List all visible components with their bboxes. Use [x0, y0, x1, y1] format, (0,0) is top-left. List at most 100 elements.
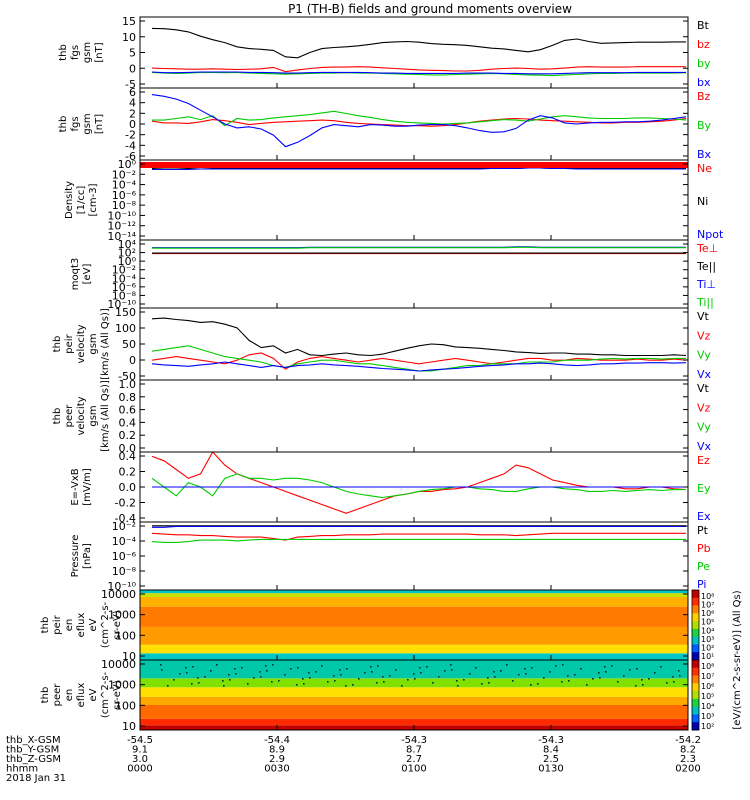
y-tick-label: 10	[122, 650, 136, 663]
heatmap-speckle	[537, 683, 539, 685]
heatmap-speckle	[426, 666, 428, 668]
heatmap-speckle	[352, 684, 354, 686]
y-tick-label: 0	[129, 118, 136, 131]
density-red-band	[140, 162, 688, 168]
y-tick-label: 5	[129, 47, 136, 60]
heatmap-speckle	[518, 674, 520, 676]
y-axis-label: [nT]	[94, 42, 105, 62]
series-line-ey	[151, 473, 686, 499]
heatmap-speckle	[382, 676, 384, 678]
x-row-value: 2.9	[269, 754, 285, 765]
panel-8: 10⁻² 10⁻⁴ 10⁻⁶ 10⁻⁸ 10⁻¹⁰ Pressure [nPa] Pt Pb Pe…	[70, 520, 711, 593]
heatmap-speckle	[456, 680, 458, 682]
y-tick-label: 10⁻⁴	[112, 535, 137, 548]
series-line-vz	[151, 352, 687, 370]
y-tick-label: 10000	[101, 658, 136, 671]
y-tick-label: 100	[115, 699, 136, 712]
y-axis-label: [km/s (All Qs)]	[100, 380, 111, 452]
colorbar-tick-label: 10⁵	[701, 618, 714, 627]
heatmap-speckle	[297, 667, 299, 669]
y-tick-label: 10⁰	[118, 158, 137, 171]
y-axis-label: fgs	[70, 116, 81, 131]
heatmap-speckle	[160, 664, 162, 666]
panel-frame	[139, 239, 689, 309]
legend-entry: Ey	[697, 482, 711, 495]
y-axis-label: E=-VxB	[70, 468, 81, 505]
heatmap-speckle	[531, 667, 533, 669]
y-tick-label: 0.2	[119, 429, 137, 442]
heatmap-band	[140, 718, 688, 726]
heatmap-speckle	[192, 666, 194, 668]
legend-entry: Vx	[697, 440, 712, 453]
legend-entry: Vt	[697, 382, 710, 395]
heatmap-speckle	[617, 681, 619, 683]
colorbar-segment	[692, 590, 699, 599]
y-tick-label: 10⁻⁴	[112, 179, 137, 192]
heatmap-speckle	[414, 678, 416, 680]
y-tick-label: 100	[115, 322, 136, 335]
y-axis-label: [eV]	[82, 264, 93, 285]
colorbar-segment	[692, 605, 699, 614]
y-tick-label: 10²	[118, 247, 136, 260]
x-row-label: hhmm	[6, 764, 38, 775]
y-tick-label: 0.4	[119, 450, 137, 463]
panel-6: 1.00.80.60.40.20.0 thb peer velocity gsm [km/…	[52, 378, 712, 455]
heatmap-speckle	[389, 675, 391, 677]
colorbar-label: [eV/(cm^2-s-sr-eV)] (All Qs)	[732, 590, 743, 729]
y-tick-label: 0	[129, 62, 136, 75]
y-axis-label: velocity	[76, 396, 87, 435]
y-axis-label: gsm	[88, 405, 99, 426]
y-axis-label: (cm^2-s-	[100, 671, 111, 718]
y-axis-label: (cm^2-s-	[100, 601, 111, 648]
y-tick-label: 50	[122, 338, 136, 351]
heatmap-band	[140, 593, 688, 598]
heatmap-speckle	[604, 666, 606, 668]
y-tick-label: 0.4	[119, 416, 137, 429]
heatmap-speckle	[524, 668, 526, 670]
x-axis: thb_X-GSM -54.5 -54.4 -54.3 -54.3 -54.2 thb_Y-…	[6, 83, 701, 784]
y-axis-label: peir	[64, 333, 75, 353]
heatmap-speckle	[525, 673, 527, 675]
y-tick-label: 10⁻¹²	[107, 220, 136, 233]
heatmap-speckle	[223, 685, 225, 687]
legend-entry: bx	[697, 76, 711, 89]
colorbar-segment	[692, 613, 699, 622]
heatmap-speckle	[179, 673, 181, 675]
y-axis-label: peer	[52, 683, 63, 707]
legend-entry: Vz	[697, 401, 711, 414]
series-line-by	[152, 110, 687, 127]
heatmap-speckle	[222, 680, 224, 682]
y-axis-label: thb	[52, 408, 63, 425]
y-tick-label: 10⁻¹⁴	[107, 230, 136, 243]
series-line-vx	[151, 361, 687, 372]
panel-frame	[139, 379, 689, 453]
y-tick-label: 15	[122, 15, 136, 28]
heatmap-speckle	[234, 668, 236, 670]
y-axis-label: thb	[58, 44, 69, 61]
colorbar-tick-label: 10⁷	[701, 601, 714, 610]
x-row-label: thb_X-GSM	[6, 735, 61, 746]
x-axis-date: 2018 Jan 31	[6, 773, 66, 784]
heatmap-speckle	[457, 685, 459, 687]
legend-entry: Ni	[697, 195, 708, 208]
legend-entry: Bz	[697, 90, 711, 103]
heatmap-speckle	[186, 672, 188, 674]
y-axis-label: eflux	[76, 683, 87, 708]
x-row-value: -54.5	[127, 735, 153, 746]
heatmap-speckle	[562, 664, 564, 666]
x-row-value: -54.3	[401, 735, 427, 746]
colorbar-tick-label: 10³	[701, 635, 714, 644]
heatmap-speckle	[241, 667, 243, 669]
colorbar-tick-label: 10⁶	[701, 682, 714, 691]
heatmap-speckle	[679, 675, 681, 677]
heatmap-speckle	[216, 664, 218, 666]
legend-entry: Vy	[697, 349, 711, 362]
y-tick-label: 0.6	[119, 404, 137, 417]
y-tick-label: 0.2	[119, 466, 137, 479]
figure-title: P1 (TH-B) fields and ground moments over…	[288, 2, 572, 16]
y-axis-label: eV	[88, 618, 99, 631]
heatmap-speckle	[555, 665, 557, 667]
